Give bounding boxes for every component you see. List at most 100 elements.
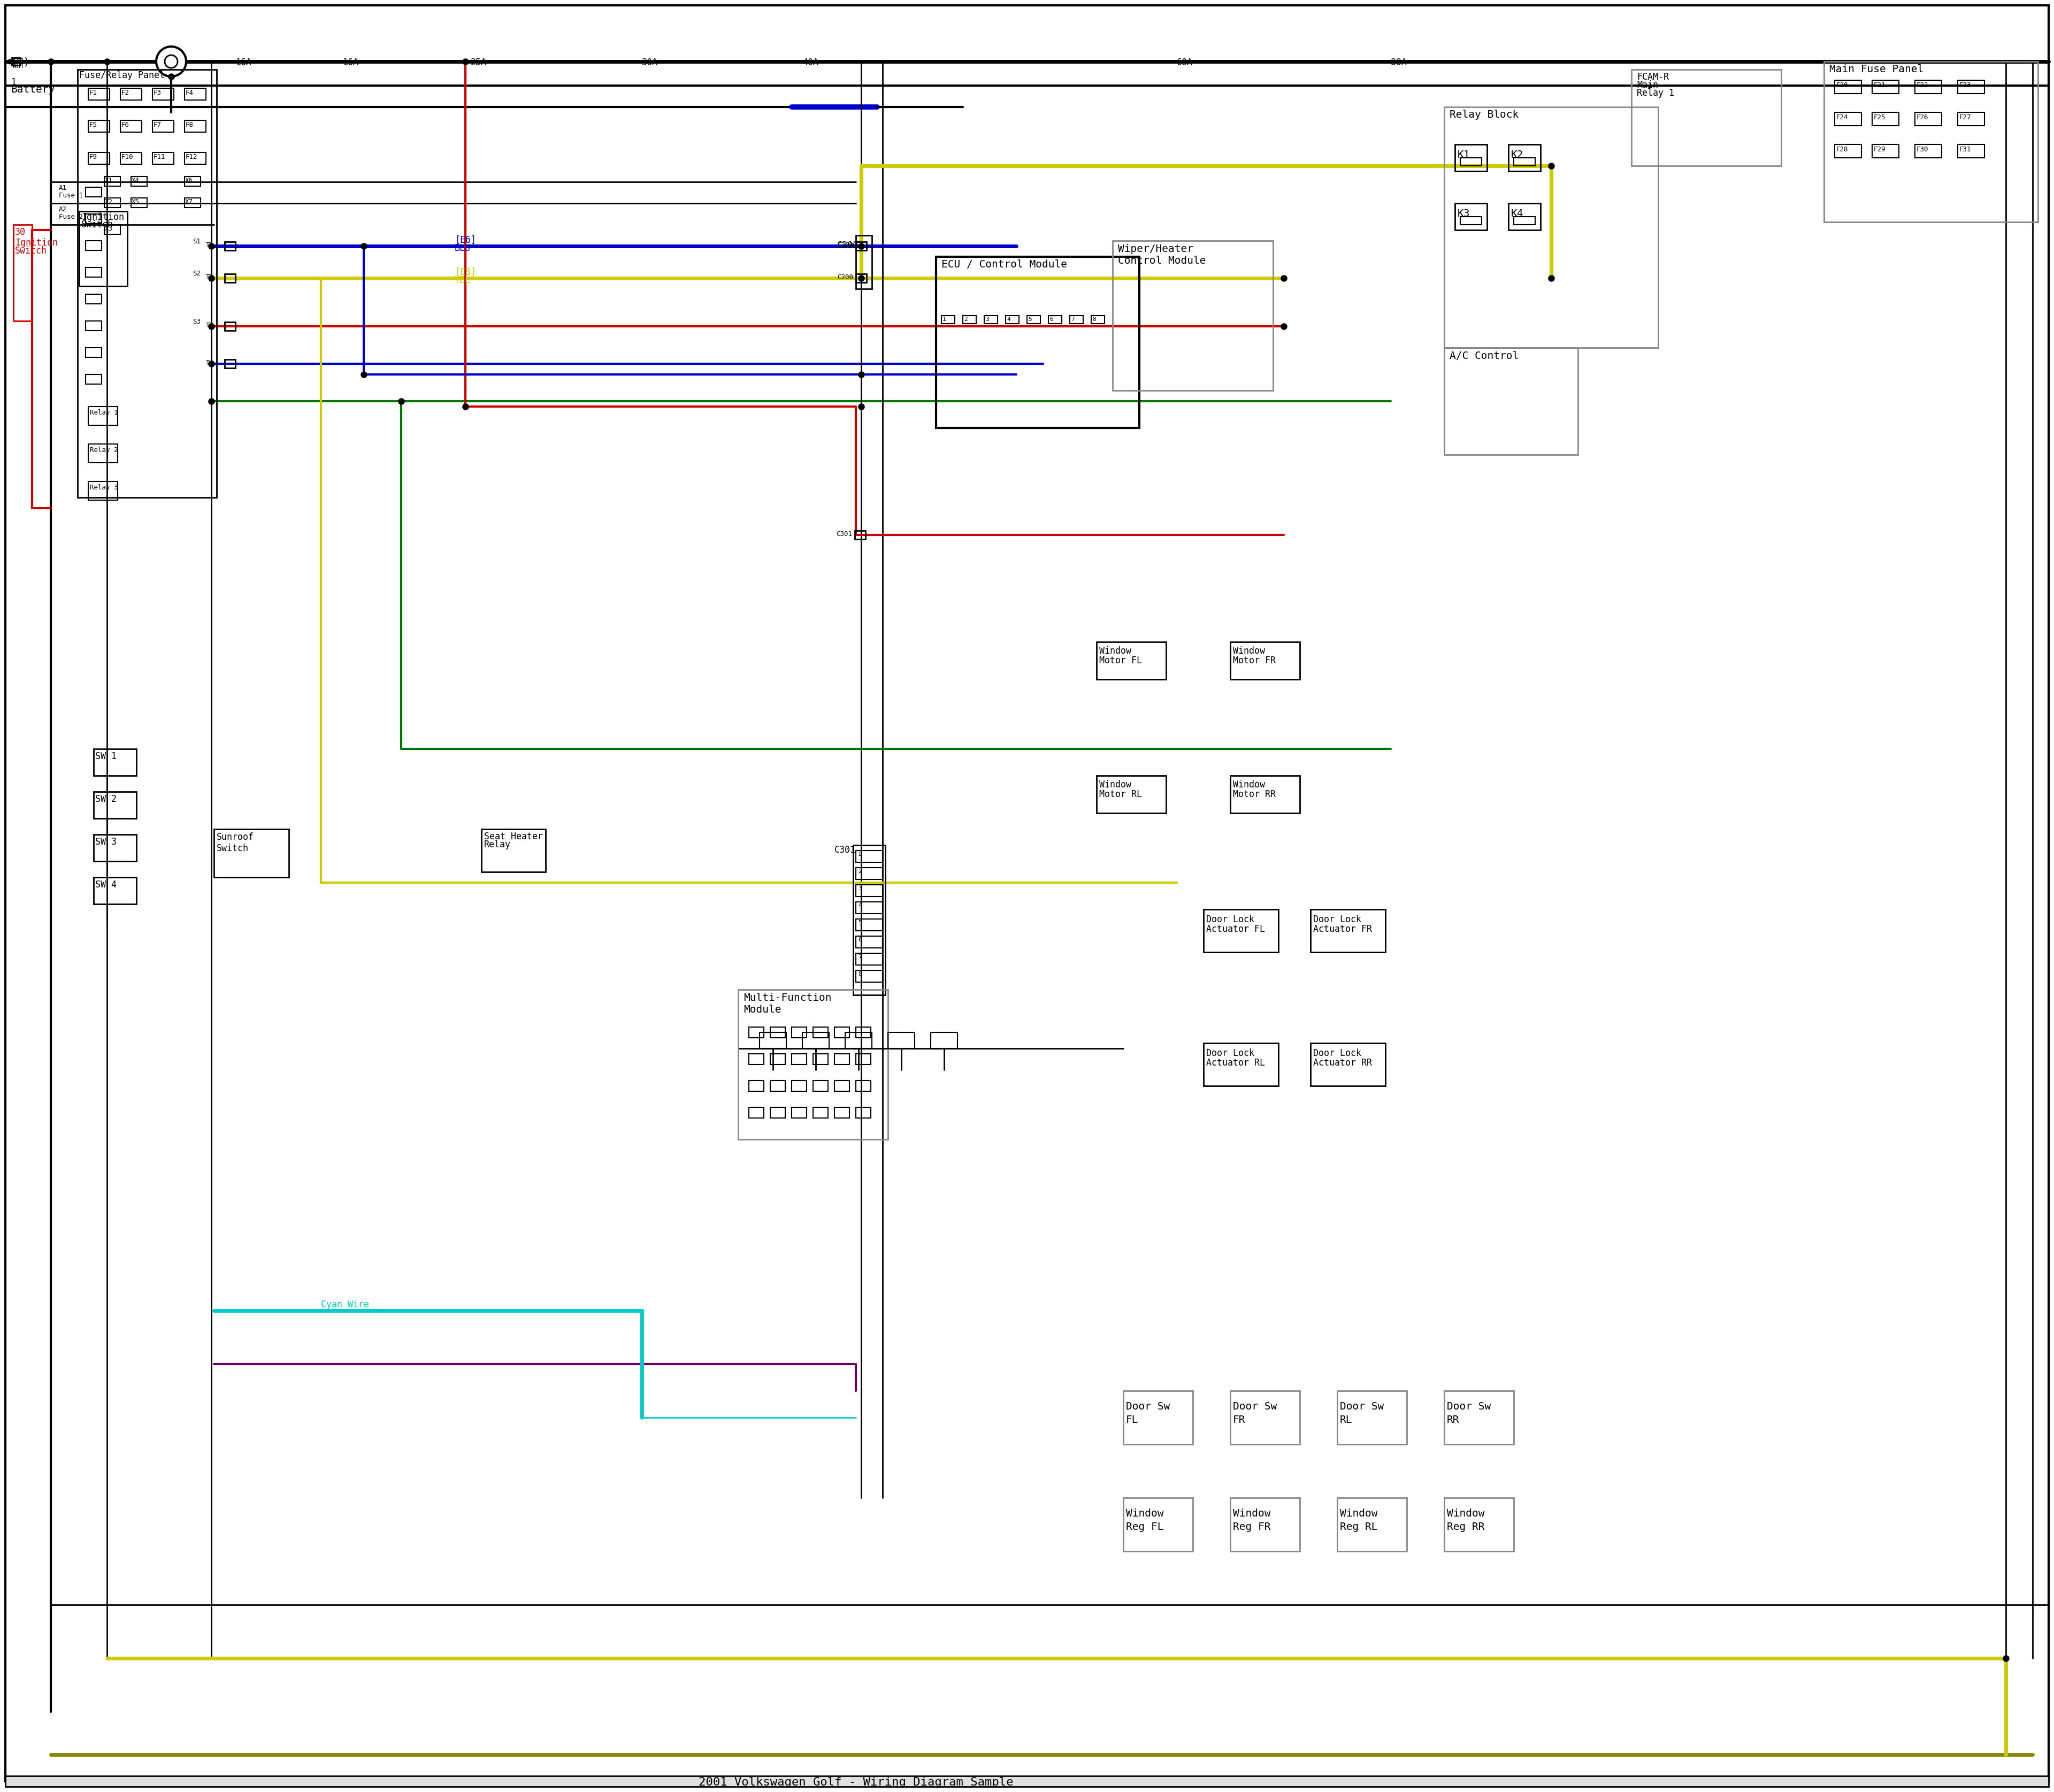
Bar	[1834, 81, 1861, 93]
Bar	[737, 989, 887, 1140]
Text: 40A: 40A	[803, 57, 817, 68]
Text: Door Sw: Door Sw	[1126, 1401, 1171, 1412]
Bar	[1957, 145, 1984, 158]
Bar	[750, 1027, 764, 1038]
Bar	[86, 213, 101, 224]
Bar	[1310, 1043, 1384, 1086]
Text: C301: C301	[834, 846, 857, 855]
Text: Door Lock: Door Lock	[1313, 1048, 1362, 1057]
Bar	[14, 224, 33, 321]
Text: F21: F21	[1873, 82, 1886, 90]
Bar	[1113, 240, 1273, 391]
Bar	[1631, 70, 1781, 167]
Text: F26: F26	[1916, 115, 1929, 120]
Text: 5: 5	[859, 919, 861, 925]
Text: F3: F3	[154, 90, 162, 97]
Text: Ignition: Ignition	[14, 238, 58, 247]
Bar	[86, 186, 101, 197]
Bar	[834, 1081, 850, 1091]
Text: Window: Window	[1339, 1509, 1378, 1518]
Text: Actuator FR: Actuator FR	[1313, 925, 1372, 934]
Bar	[121, 120, 142, 133]
Text: [E6]: [E6]	[454, 235, 477, 246]
Text: SW 3: SW 3	[94, 837, 117, 848]
Text: Actuator RL: Actuator RL	[1206, 1057, 1265, 1068]
Text: F24: F24	[1836, 115, 1849, 120]
Bar	[94, 835, 136, 862]
Bar	[1337, 1498, 1407, 1552]
Text: F20: F20	[1836, 82, 1849, 90]
Bar	[1514, 217, 1534, 224]
Text: FCAM-R: FCAM-R	[1637, 72, 1668, 82]
Bar	[86, 294, 101, 305]
Bar	[750, 1054, 764, 1064]
Bar	[857, 235, 871, 289]
Text: Door Sw: Door Sw	[1446, 1401, 1491, 1412]
Text: F25: F25	[1873, 115, 1886, 120]
Bar	[152, 120, 175, 133]
Bar	[185, 88, 205, 100]
Bar	[887, 1032, 914, 1048]
Text: Multi-Function
Module: Multi-Function Module	[744, 993, 832, 1014]
Text: Door Lock: Door Lock	[1206, 914, 1255, 925]
Bar	[481, 830, 546, 873]
Bar	[857, 1107, 871, 1118]
Text: 60A: 60A	[1177, 57, 1193, 68]
Bar	[1070, 315, 1082, 324]
Text: F31: F31	[1960, 145, 1972, 152]
Bar	[1097, 776, 1167, 814]
Text: F12: F12	[185, 154, 197, 161]
Bar	[1124, 1498, 1193, 1552]
Bar	[1914, 113, 1941, 125]
Bar	[750, 1107, 764, 1118]
Text: 30: 30	[14, 228, 25, 237]
Text: Wiper/Heater
Control Module: Wiper/Heater Control Module	[1117, 244, 1206, 265]
Bar	[185, 120, 205, 133]
Text: Door Lock: Door Lock	[1206, 1048, 1255, 1057]
Bar	[80, 211, 127, 287]
Bar	[857, 1027, 871, 1038]
Text: 4: 4	[1006, 317, 1011, 323]
Text: Window: Window	[1099, 780, 1132, 790]
Text: A/C Control: A/C Control	[1450, 351, 1518, 360]
Bar	[12, 57, 21, 65]
Bar	[105, 197, 121, 208]
Text: Window: Window	[1232, 647, 1265, 656]
Text: 25A: 25A	[470, 57, 487, 68]
Bar	[1048, 315, 1062, 324]
Bar	[88, 88, 109, 100]
Bar	[857, 953, 883, 966]
Bar	[791, 1107, 807, 1118]
Bar	[1508, 202, 1540, 229]
Text: BLU: BLU	[454, 244, 470, 253]
Bar	[94, 792, 136, 819]
Bar	[1124, 1391, 1193, 1444]
Text: K4: K4	[1512, 208, 1524, 219]
Bar	[1834, 113, 1861, 125]
Text: C200: C200	[838, 274, 852, 281]
Text: S2: S2	[193, 271, 201, 278]
Bar	[857, 885, 883, 896]
Text: 2: 2	[963, 317, 967, 323]
Text: 5: 5	[1029, 317, 1031, 323]
Bar	[1871, 145, 1898, 158]
Text: C301: C301	[836, 530, 852, 538]
Text: 2: 2	[859, 869, 861, 874]
Text: Window: Window	[1446, 1509, 1485, 1518]
Text: F29: F29	[1873, 145, 1886, 152]
Text: Motor RL: Motor RL	[1099, 790, 1142, 799]
Bar	[857, 1081, 871, 1091]
Bar	[121, 152, 142, 165]
Text: Relay 1: Relay 1	[1637, 88, 1674, 99]
Text: Battery: Battery	[10, 84, 55, 95]
Text: Door Sw: Door Sw	[1339, 1401, 1384, 1412]
Text: Reg FR: Reg FR	[1232, 1521, 1271, 1532]
Text: Fuse/Relay Panel: Fuse/Relay Panel	[80, 70, 164, 81]
Text: Reg RR: Reg RR	[1446, 1521, 1485, 1532]
Bar	[770, 1027, 785, 1038]
Bar	[750, 1081, 764, 1091]
Bar	[1834, 145, 1861, 158]
Text: SW 1: SW 1	[94, 751, 117, 762]
Text: Reg FL: Reg FL	[1126, 1521, 1165, 1532]
Text: C200: C200	[838, 240, 859, 251]
